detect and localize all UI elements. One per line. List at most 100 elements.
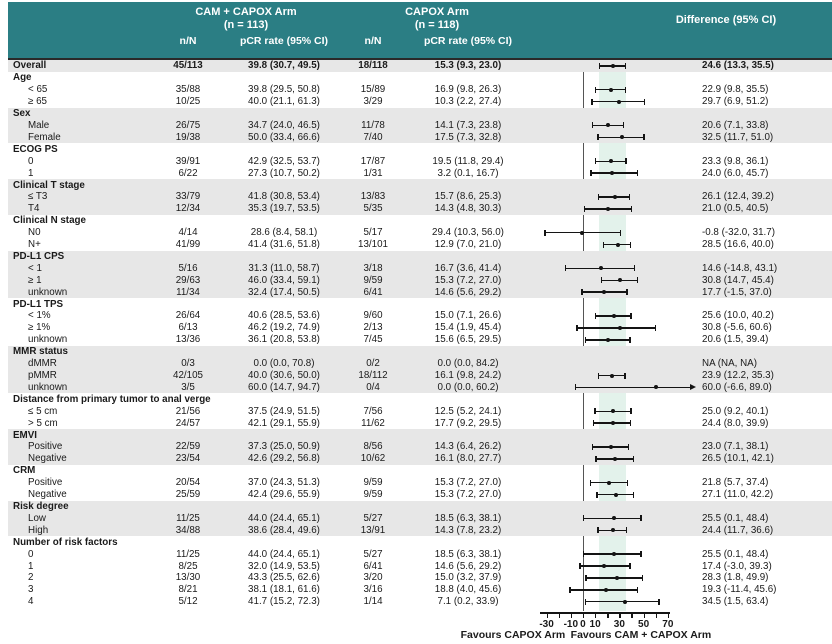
table-row: < 65 35/88 39.8 (29.5, 50.8) 15/89 16.9 (9.8… [8,84,832,96]
arm1-pcr-col-header: pCR rate (95% CI) [239,35,329,47]
capox-pcr-cell: 16.1 (9.8, 24.2) [434,370,502,382]
capox-pcr-cell: 18.8 (4.0, 45.6) [434,584,502,596]
table-row: ECOG PS [8,143,832,155]
arm2-title: CAPOX Arm [405,5,469,18]
subgroup-label: ≥ 1 [28,274,42,286]
cam-nn-cell: 25/59 [175,489,201,501]
capox-nn-cell: 8/56 [363,441,383,453]
table-row: Clinical T stage [8,179,832,191]
cam-pcr-cell: 42.4 (29.6, 55.9) [248,489,320,501]
cam-nn-cell: 19/38 [175,131,201,143]
ci-cap-low [597,193,600,200]
cam-nn-cell: 4/14 [178,227,198,239]
axis-tick [595,612,597,618]
table-row: > 5 cm 24/57 42.1 (29.1, 55.9) 11/62 17.7 (9… [8,417,832,429]
cam-pcr-cell: 40.6 (28.5, 53.6) [248,310,320,322]
ci-cap-high [629,193,631,200]
difference-cell: 26.1 (12.4, 39.2) [702,191,774,203]
table-row: Risk degree [8,500,832,513]
ci-cap-low [569,586,571,593]
forest-plot-cell [532,572,680,584]
cam-pcr-cell: 34.7 (24.0, 46.5) [248,119,320,131]
forest-plot-cell [532,286,680,298]
capox-pcr-cell: 14.6 (5.6, 29.2) [434,286,502,298]
capox-pcr-cell: 14.3 (7.8, 23.2) [434,524,502,536]
capox-nn-cell: 1/14 [363,596,383,608]
cam-nn-cell: 45/113 [173,60,203,72]
forest-plot-cell [532,524,680,536]
ci-point [609,159,614,164]
cam-pcr-cell: 36.1 (20.8, 53.8) [248,334,320,346]
table-row: Clinical N stage [8,215,832,227]
cam-pcr-cell: 41.7 (15.2, 72.3) [248,596,320,608]
capox-pcr-cell: 15.7 (8.6, 25.3) [434,191,502,203]
ci-cap-high [627,443,630,450]
ci-cap-low [579,563,581,570]
forest-plot-cell [532,381,696,393]
table-row: N+ 41/99 41.4 (31.6, 51.8) 13/101 12.9 (7.0,… [8,239,832,251]
cam-pcr-cell: 0.0 (0.0, 70.8) [253,358,315,370]
capox-nn-cell: 15/89 [360,84,386,96]
cam-nn-cell: 34/88 [175,524,201,536]
table-row: EMVI [8,429,832,441]
subgroup-label: < 65 [28,84,48,96]
cam-pcr-cell: 38.6 (28.4, 49.6) [248,524,320,536]
capox-pcr-cell: 7.1 (0.2, 33.9) [437,596,499,608]
ci-cap-low [597,527,599,534]
cam-nn-cell: 10/25 [175,96,201,108]
ci-cap-high [640,551,642,558]
forest-plot-cell [532,143,680,155]
axis-tick-label: 0 [580,619,586,630]
ci-point [604,587,609,592]
ci-point [613,456,618,461]
cam-pcr-cell: 28.6 (8.4, 58.1) [250,227,318,239]
ci-line [569,589,639,591]
forest-plot-cell [532,96,680,108]
capox-nn-cell: 13/101 [358,239,388,251]
capox-nn-cell: 5/35 [363,203,383,215]
difference-cell: 23.9 (12.2, 35.3) [702,370,774,382]
table-row: 1 6/22 27.3 (10.7, 50.2) 1/31 3.2 (0.1, 16.7… [8,167,832,179]
cam-pcr-cell: 60.0 (14.7, 94.7) [248,381,320,393]
arm2-n: (n = 118) [414,18,460,31]
table-row: Distance from primary tumor to anal verg… [8,393,832,405]
ci-cap-low [594,158,597,165]
capox-pcr-cell: 14.6 (5.6, 29.2) [434,560,502,572]
forest-plot-cell [532,251,680,263]
axis-tick [643,612,645,618]
capox-nn-cell: 5/17 [363,227,383,239]
forest-plot-cell [532,155,680,167]
forest-plot-cell [532,560,680,572]
cam-nn-cell: 6/22 [178,167,198,179]
ci-point [618,278,623,283]
capox-pcr-cell: 15.3 (7.2, 27.0) [434,489,502,501]
arm1-header: CAM + CAPOX Arm (n = 113) [150,2,342,35]
subgroup-label: > 5 cm [28,417,58,429]
difference-cell: -0.8 (-32.0, 31.7) [702,227,775,239]
axis-tick [582,612,585,618]
forest-plot-cell [532,548,680,560]
capox-nn-cell: 6/41 [363,560,383,572]
capox-nn-cell: 10/62 [360,453,386,465]
arm1-nn-col-header: n/N [179,35,197,47]
forest-plot-cell [532,536,680,548]
capox-pcr-cell: 29.4 (10.3, 56.0) [432,227,504,239]
cam-nn-cell: 5/12 [178,596,198,608]
capox-pcr-cell: 15.3 (9.3, 23.0) [434,60,502,72]
cam-nn-cell: 33/79 [175,191,201,203]
forest-plot-cell [532,453,680,465]
forest-plot-cell [532,370,680,382]
cam-pcr-cell: 37.3 (25.0, 50.9) [248,441,320,453]
capox-pcr-cell: 0.0 (0.0, 84.2) [437,358,499,370]
capox-nn-cell: 3/29 [363,96,383,108]
forest-plot-cell [532,477,680,489]
forest-plot-cell [532,239,680,251]
table-row: PD-L1 TPS [8,298,832,310]
subgroup-label: Number of risk factors [13,536,118,548]
subgroup-label: Age [13,72,32,84]
axis-tick [619,612,621,618]
subgroup-label: Low [28,512,46,524]
cam-nn-cell: 11/25 [176,548,200,560]
forest-plot-cell [532,179,680,191]
arm2-pcr-col-header: pCR rate (95% CI) [423,35,513,47]
